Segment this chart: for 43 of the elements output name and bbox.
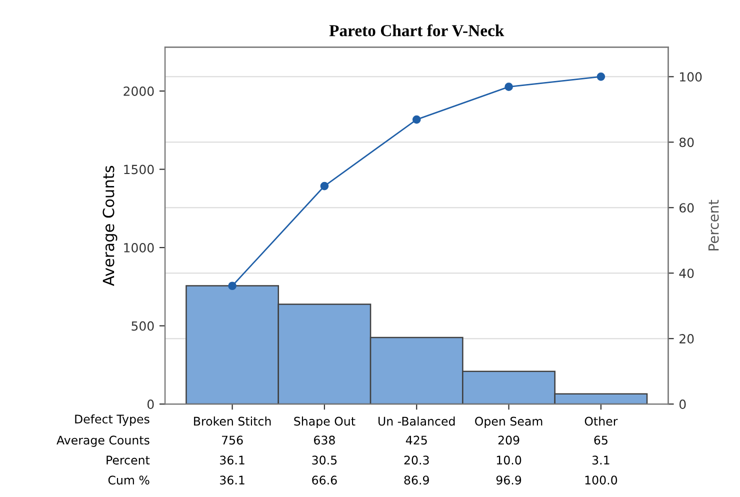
y-tick-label: 0	[147, 400, 154, 409]
y2-tick-label: 80	[679, 138, 694, 148]
text: Average Counts	[56, 436, 150, 447]
y2-tick-label: 40	[679, 268, 694, 278]
x-tick-label: Other	[584, 416, 618, 426]
text: 3.1	[592, 456, 610, 465]
chart-title: Pareto Chart for V-Neck	[329, 24, 504, 36]
text: 209	[498, 436, 520, 445]
y-tick-label: 500	[132, 321, 154, 331]
y2-tick-label: 100	[680, 72, 702, 82]
text: Percent	[106, 456, 150, 465]
point	[412, 115, 421, 124]
point	[320, 182, 329, 190]
text: 36.1	[220, 476, 244, 485]
x-tick-label: Shape Out	[294, 416, 356, 428]
y-axis-title: Average Counts	[102, 166, 118, 286]
y-tick-label: 1500	[124, 164, 154, 174]
x-tick-label: Broken Stitch	[194, 416, 271, 426]
text: 425	[406, 436, 427, 445]
text: 66.6	[312, 476, 337, 485]
y2-tick-label: 0	[679, 400, 686, 409]
y-tick-label: 2000	[124, 86, 154, 96]
x-tick-label: Un -Balanced	[378, 416, 455, 426]
point	[504, 82, 513, 91]
x-tick-label: Open Seam	[475, 416, 542, 428]
y2-tick-label: 20	[680, 334, 694, 344]
text: 96.9	[496, 476, 522, 485]
y-tick-label: 1000	[124, 243, 154, 252]
point	[596, 72, 606, 81]
text: 86.9	[404, 476, 429, 485]
y2-axis-title: Percent	[708, 200, 719, 250]
y2-tick-label: 60	[680, 203, 694, 213]
text: 30.5	[312, 456, 337, 465]
text: 36.1	[220, 456, 244, 465]
text: 638	[314, 436, 335, 445]
text: 100.0	[585, 476, 618, 485]
text: 65	[594, 436, 608, 445]
text: 10.0	[496, 456, 522, 465]
x-axis-title: Defect Types	[75, 414, 150, 426]
text: Cum %	[108, 476, 150, 485]
text: 20.3	[404, 456, 429, 465]
text: 756	[222, 436, 243, 445]
point	[228, 282, 236, 290]
